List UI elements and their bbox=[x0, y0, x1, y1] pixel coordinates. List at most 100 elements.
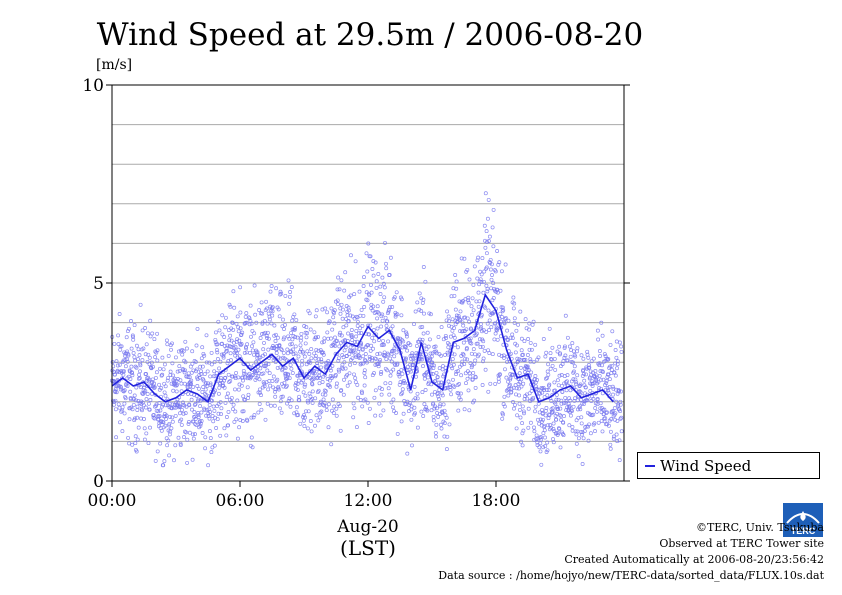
scatter-point bbox=[447, 342, 452, 347]
scatter-point bbox=[501, 353, 506, 358]
scatter-point bbox=[324, 365, 329, 370]
scatter-point bbox=[520, 443, 525, 448]
scatter-point bbox=[430, 392, 434, 397]
scatter-point bbox=[527, 347, 532, 352]
scatter-point bbox=[234, 370, 239, 375]
scatter-point bbox=[322, 403, 327, 408]
scatter-point bbox=[413, 355, 418, 360]
scatter-point bbox=[370, 335, 375, 340]
scatter-point bbox=[302, 413, 306, 418]
scatter-point bbox=[162, 459, 167, 464]
scatter-point bbox=[316, 388, 321, 393]
scatter-point bbox=[610, 367, 615, 372]
scatter-point bbox=[214, 426, 219, 430]
scatter-point bbox=[444, 318, 449, 323]
scatter-point bbox=[373, 260, 378, 265]
legend-line-swatch bbox=[645, 465, 655, 467]
scatter-point bbox=[391, 348, 396, 353]
scatter-point bbox=[543, 435, 547, 440]
scatter-point bbox=[319, 357, 324, 362]
scatter-point bbox=[420, 300, 425, 305]
scatter-point bbox=[606, 423, 611, 428]
scatter-point bbox=[437, 404, 442, 409]
scatter-point bbox=[404, 332, 409, 337]
scatter-point bbox=[342, 377, 346, 382]
scatter-point bbox=[533, 374, 538, 378]
scatter-point bbox=[225, 348, 230, 353]
scatter-point bbox=[178, 411, 182, 416]
scatter-point bbox=[360, 323, 365, 328]
scatter-point bbox=[147, 377, 152, 382]
scatter-point bbox=[307, 311, 312, 316]
scatter-point bbox=[589, 399, 594, 403]
scatter-point bbox=[400, 391, 405, 395]
scatter-point bbox=[269, 321, 274, 326]
scatter-point bbox=[262, 340, 266, 345]
scatter-point bbox=[367, 332, 372, 337]
scatter-point bbox=[192, 410, 197, 415]
scatter-point bbox=[148, 334, 153, 339]
scatter-point bbox=[329, 306, 334, 311]
scatter-point bbox=[484, 329, 489, 334]
scatter-point bbox=[155, 331, 160, 336]
scatter-point bbox=[338, 428, 343, 433]
scatter-point bbox=[341, 325, 346, 330]
scatter-point bbox=[301, 390, 306, 395]
scatter-point bbox=[218, 359, 223, 364]
scatter-point bbox=[313, 356, 318, 361]
scatter-point bbox=[274, 286, 279, 291]
credits-source: Data source : /home/hojyo/new/TERC-data/… bbox=[438, 569, 824, 582]
scatter-point bbox=[275, 335, 280, 340]
scatter-point bbox=[493, 381, 498, 386]
scatter-point bbox=[309, 429, 314, 434]
scatter-point bbox=[294, 405, 299, 410]
scatter-point bbox=[550, 363, 555, 368]
scatter-point bbox=[612, 406, 617, 411]
scatter-point bbox=[281, 350, 286, 355]
scatter-point bbox=[553, 388, 557, 393]
scatter-point bbox=[178, 378, 183, 383]
scatter-point bbox=[309, 347, 314, 352]
scatter-point bbox=[613, 411, 618, 416]
scatter-point bbox=[303, 393, 308, 398]
scatter-point bbox=[192, 402, 197, 407]
scatter-point bbox=[558, 445, 563, 450]
scatter-point bbox=[295, 387, 300, 392]
scatter-point bbox=[328, 384, 333, 389]
scatter-point bbox=[261, 371, 266, 376]
scatter-point bbox=[453, 342, 457, 347]
scatter-point bbox=[383, 381, 388, 386]
scatter-point bbox=[359, 389, 364, 394]
scatter-point bbox=[597, 363, 602, 368]
scatter-point bbox=[225, 391, 230, 396]
scatter-point bbox=[605, 410, 609, 415]
scatter-point bbox=[323, 306, 328, 311]
scatter-point bbox=[153, 355, 158, 360]
scatter-point bbox=[598, 369, 603, 374]
scatter-point bbox=[292, 411, 297, 416]
scatter-point bbox=[587, 365, 592, 370]
scatter-point bbox=[346, 319, 351, 323]
scatter-point bbox=[379, 392, 384, 397]
scatter-point bbox=[177, 364, 182, 369]
scatter-point bbox=[519, 439, 524, 444]
scatter-point bbox=[146, 441, 151, 446]
scatter-point bbox=[222, 335, 227, 339]
scatter-point bbox=[479, 325, 484, 330]
scatter-point bbox=[376, 364, 381, 369]
scatter-point bbox=[614, 432, 619, 437]
scatter-point bbox=[171, 388, 176, 393]
scatter-point bbox=[158, 441, 163, 446]
scatter-point bbox=[490, 225, 495, 230]
scatter-point bbox=[185, 391, 190, 396]
scatter-point bbox=[130, 371, 134, 375]
scatter-point bbox=[475, 276, 480, 281]
scatter-point bbox=[563, 395, 568, 400]
scatter-point bbox=[352, 292, 357, 297]
scatter-point bbox=[336, 367, 341, 372]
scatter-point bbox=[577, 390, 582, 394]
scatter-point bbox=[502, 321, 507, 326]
scatter-point bbox=[207, 360, 212, 365]
scatter-point bbox=[382, 295, 387, 300]
scatter-point bbox=[218, 433, 223, 438]
